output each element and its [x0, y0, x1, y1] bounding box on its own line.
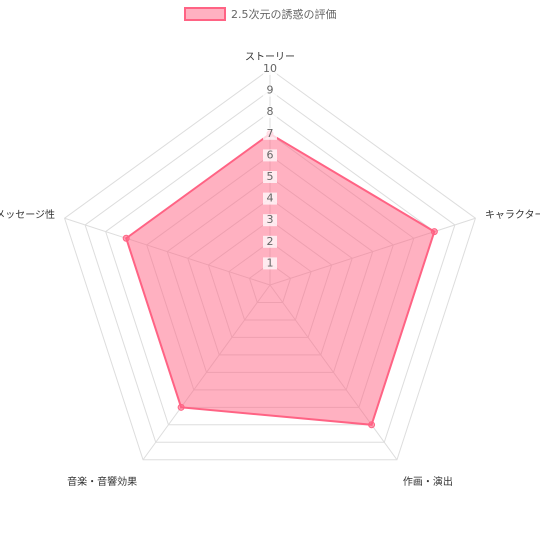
tick-backdrop	[263, 106, 277, 119]
grid-line	[84, 89, 456, 443]
tick-backdrop	[263, 149, 277, 162]
tick-backdrop	[263, 127, 277, 140]
radar-point	[430, 228, 438, 236]
r-tick-label: 2	[267, 235, 274, 248]
r-tick-label: 1	[267, 256, 274, 269]
tick-backdrop	[263, 257, 277, 270]
tick-backdrop	[263, 235, 277, 248]
radar-point	[368, 421, 376, 429]
category-label: ストーリー	[245, 52, 295, 63]
grid-line	[63, 68, 477, 461]
legend-label: 2.5次元の誘惑の評価	[231, 7, 337, 21]
r-tick-label: 8	[267, 105, 274, 118]
tick-backdrop	[263, 192, 277, 205]
radar-area	[125, 132, 436, 426]
r-tick-label: 9	[267, 84, 274, 97]
grid-line	[105, 111, 435, 426]
r-tick-label: 3	[267, 213, 274, 226]
radar-point	[122, 234, 130, 242]
legend-swatch	[184, 7, 226, 21]
category-label: メッセージ性	[0, 208, 55, 221]
category-label: 作画・演出	[403, 475, 453, 488]
tick-backdrop	[263, 63, 277, 75]
r-tick-label: 5	[267, 170, 274, 183]
tick-backdrop	[263, 214, 277, 227]
category-label: 音楽・音響効果	[67, 475, 137, 488]
r-tick-label: 6	[267, 148, 274, 161]
tick-backdrop	[263, 84, 277, 97]
category-label: キャラクター	[485, 209, 540, 221]
tick-backdrop	[263, 171, 277, 183]
r-tick-label: 4	[267, 192, 274, 205]
r-tick-label: 7	[267, 127, 274, 140]
r-tick-label: 10	[263, 62, 277, 75]
radar-point	[177, 403, 185, 411]
